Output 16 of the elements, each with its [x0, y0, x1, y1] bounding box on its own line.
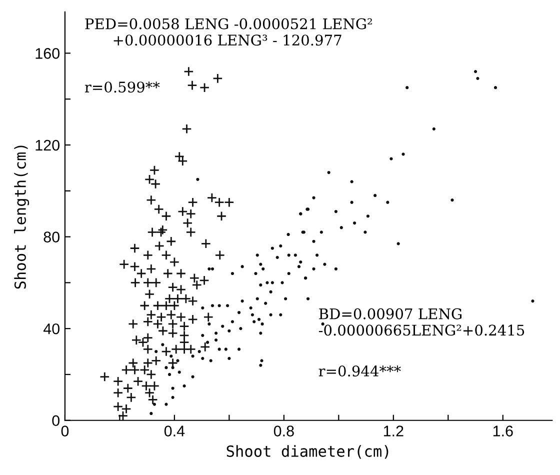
- annotation: r=0.599**: [84, 82, 160, 93]
- x-tick-label: 1.2: [384, 426, 404, 436]
- x-tick-label: 1.6: [493, 426, 513, 436]
- y-tick-label: 0: [52, 415, 60, 426]
- y-tick-label: 80: [44, 232, 60, 242]
- y-axis-title: Shoot length(cm): [14, 146, 30, 289]
- y-tick-label: 120: [36, 140, 60, 151]
- x-axis-title: Shoot diameter(cm): [226, 445, 388, 459]
- y-tick-label: 160: [36, 48, 60, 59]
- x-tick-label: 0: [61, 426, 69, 436]
- y-tick-label: 40: [43, 323, 60, 334]
- annotation: PED=0.0058 LENG -0.0000521 LENG² +0.00000016 LENG³ - 120.977: [85, 18, 372, 46]
- annotation: r=0.944***: [318, 365, 401, 377]
- x-tick-label: 0.8: [274, 426, 294, 436]
- x-tick-label: 0.4: [164, 426, 185, 436]
- annotation: BD=0.00907 LENG -0.00000665LENG²+0.2415: [318, 308, 524, 336]
